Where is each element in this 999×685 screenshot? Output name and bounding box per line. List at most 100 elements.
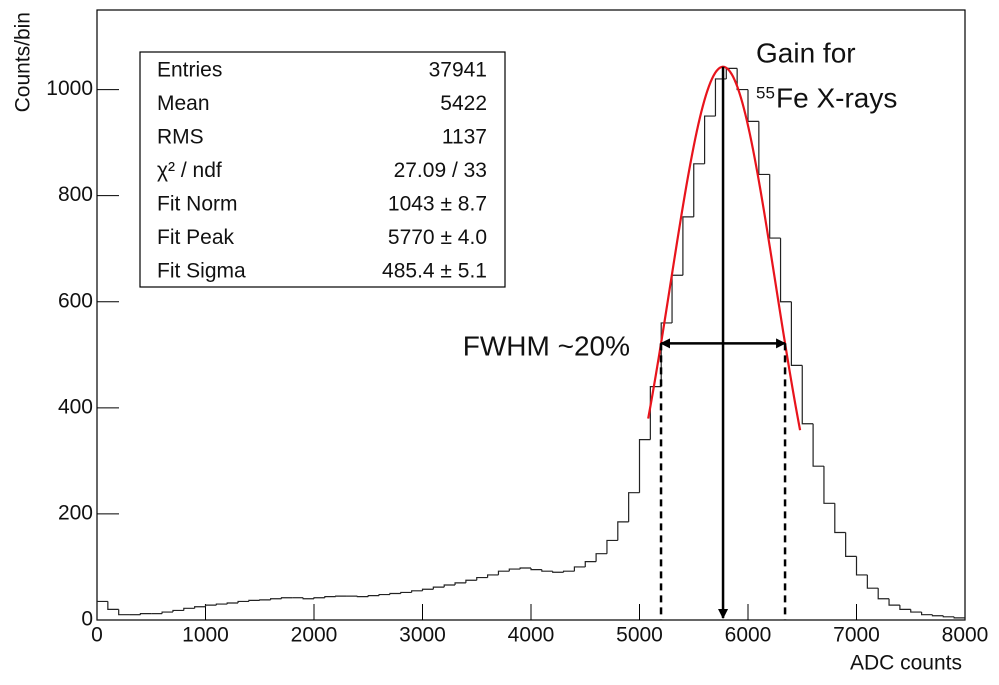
x-tick-label: 2000	[291, 624, 338, 647]
histogram-bin	[682, 216, 694, 276]
histogram-bin	[866, 574, 879, 589]
histogram-bin	[248, 599, 260, 602]
histogram-bin	[638, 439, 651, 493]
histogram-bin	[400, 591, 412, 594]
histogram-bin	[335, 595, 347, 597]
stats-value: 1137	[442, 126, 487, 149]
stats-value: 37941	[429, 59, 487, 82]
histogram-bin	[779, 238, 792, 303]
y-tick-label: 1000	[46, 77, 93, 100]
x-tick-label: 1000	[182, 624, 229, 647]
histogram-bin	[313, 597, 325, 599]
histogram-bin	[855, 556, 868, 576]
histogram-bin	[953, 616, 966, 620]
histogram-bin	[237, 600, 249, 604]
y-tick-label: 400	[58, 395, 93, 418]
histogram-bin	[270, 598, 282, 600]
fwhm-annotation: FWHM ~20%	[463, 330, 630, 361]
histogram-bin	[671, 274, 683, 323]
y-tick-label: 800	[58, 183, 93, 206]
histogram-bin	[432, 586, 445, 590]
histogram-bin	[107, 601, 119, 610]
stats-value: 27.09 / 33	[394, 159, 487, 182]
histogram-bin	[226, 602, 239, 605]
y-tick-label: 200	[58, 501, 93, 524]
histogram-bin	[183, 607, 195, 611]
histogram-bin	[736, 68, 748, 91]
histogram-bin	[541, 569, 553, 572]
x-tick-label: 8000	[942, 624, 989, 647]
x-tick-label: 7000	[833, 624, 880, 647]
histogram-bin	[888, 598, 900, 606]
histogram-bin	[845, 532, 857, 557]
histogram-bin	[606, 539, 618, 554]
y-tick-label: 600	[58, 289, 93, 312]
histogram-bin	[443, 584, 456, 588]
histogram-bin	[497, 570, 510, 575]
histogram-bin	[280, 597, 293, 599]
stats-label: Fit Sigma	[157, 260, 246, 283]
histogram-bin	[172, 609, 184, 613]
histogram-bin	[931, 614, 944, 617]
histogram-bin	[356, 596, 369, 598]
histogram-bin	[411, 590, 423, 593]
isotope-superscript: 55	[756, 83, 775, 102]
histogram-bin	[758, 121, 770, 176]
histogram-bin	[378, 593, 390, 596]
histogram-bin	[204, 604, 217, 607]
histogram-bin	[389, 592, 401, 595]
histogram-bin	[302, 597, 314, 600]
x-axis-label: ADC counts	[850, 652, 962, 675]
isotope-annotation: Fe X-rays	[776, 82, 897, 113]
histogram-bin	[215, 603, 228, 606]
y-axis-label: Counts/bin	[12, 12, 35, 112]
histogram-bin	[823, 466, 835, 504]
histogram-bin	[562, 570, 575, 573]
x-tick-label: 3000	[399, 624, 446, 647]
stats-label: RMS	[157, 126, 204, 149]
histogram-bin	[161, 611, 173, 614]
stats-label: Fit Norm	[157, 193, 238, 216]
histogram-bin	[96, 600, 108, 620]
histogram-bin	[801, 365, 814, 425]
histogram-bin	[118, 609, 130, 616]
histogram-bin	[790, 301, 803, 366]
histogram-bin	[584, 561, 597, 567]
stats-label: Mean	[157, 92, 210, 115]
histogram-bin	[649, 386, 662, 440]
histogram-bin	[324, 596, 336, 598]
histogram-bin	[552, 571, 564, 573]
x-tick-label: 5000	[616, 624, 663, 647]
histogram-bin	[421, 588, 434, 591]
histogram-bin	[519, 567, 531, 570]
x-tick-label: 0	[91, 624, 103, 647]
stats-value: 485.4 ± 5.1	[382, 260, 487, 283]
histogram-bin	[834, 503, 846, 534]
histogram-bin	[617, 521, 629, 541]
histogram-bin	[454, 582, 466, 585]
y-tick-label: 0	[81, 608, 93, 631]
histogram-bin	[465, 579, 477, 583]
histogram-bin	[139, 613, 152, 615]
histogram-bin	[910, 609, 922, 613]
x-tick-label: 6000	[725, 624, 772, 647]
stats-value: 1043 ± 8.7	[388, 193, 487, 216]
histogram-bin	[476, 576, 488, 581]
histogram-bin	[628, 492, 640, 522]
histogram-bin	[693, 163, 705, 217]
stats-label: χ² / ndf	[157, 159, 222, 182]
stats-label: Entries	[157, 59, 222, 82]
stats-value: 5770 ± 4.0	[388, 226, 487, 249]
histogram-bin	[660, 322, 673, 387]
histogram-bin	[714, 78, 727, 117]
histogram-bin	[769, 174, 781, 239]
x-tick-label: 4000	[508, 624, 555, 647]
stats-label: Fit Peak	[157, 226, 235, 249]
histogram-bin	[508, 568, 521, 572]
histogram-bin	[877, 588, 890, 600]
histogram-bin	[812, 423, 824, 467]
histogram-bin	[194, 606, 206, 609]
histogram-bin	[942, 615, 955, 618]
histogram-bin	[921, 612, 933, 616]
histogram-bin	[530, 568, 542, 571]
